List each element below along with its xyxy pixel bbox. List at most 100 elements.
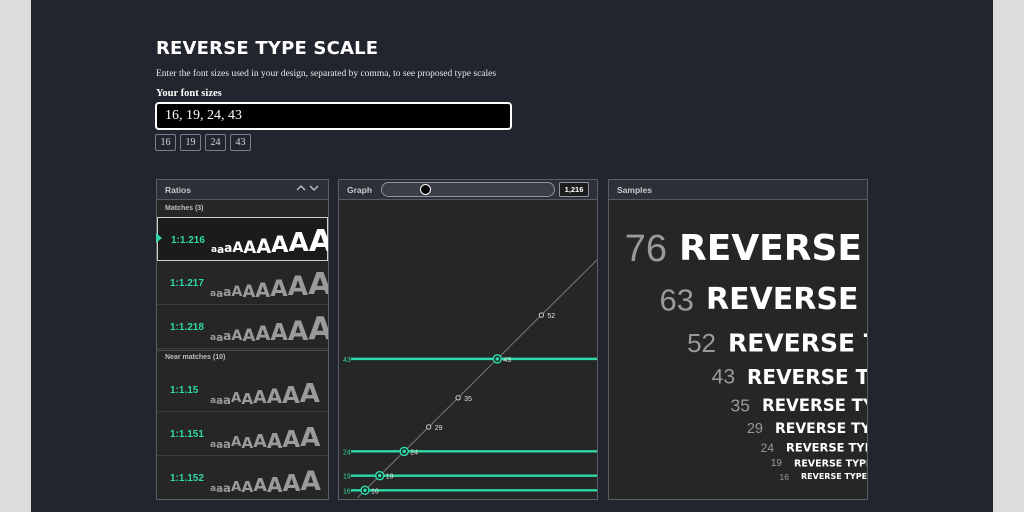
app-window: REVERSE TYPE SCALE Enter the font sizes … <box>31 0 993 512</box>
sample-glyph: A <box>282 382 300 409</box>
sample-glyph: A <box>255 322 271 346</box>
sample-size-label: 29 <box>746 420 763 437</box>
graph-point[interactable] <box>538 312 545 318</box>
sample-size-label: 43 <box>711 365 735 389</box>
sample-glyph: A <box>255 278 271 302</box>
sample-text: REVERSE TYPE SCALE <box>762 395 867 415</box>
sample-glyph: A <box>266 384 283 409</box>
sample-glyph: a <box>210 483 217 494</box>
chevron-up-icon[interactable] <box>296 183 306 193</box>
sample-row: 76 REVERSE TYPE SCALE <box>609 230 867 268</box>
ratio-value: 1:1.218 <box>170 322 204 333</box>
sample-text: REVERSE TYPE SCALE <box>786 440 867 455</box>
graph-point-core <box>363 488 367 493</box>
sample-glyph: A <box>287 315 309 347</box>
sample-glyph: A <box>230 435 242 451</box>
match-line-label: 24 <box>343 449 351 456</box>
sample-text: REVERSE TYPE SCALE <box>801 472 868 481</box>
sample-glyph: A <box>282 426 301 453</box>
ratio-value: 1:1.15 <box>170 385 199 396</box>
sample-glyph: a <box>223 329 232 344</box>
sample-glyph: A <box>253 431 267 452</box>
graph-point-label: 35 <box>464 396 472 403</box>
sample-row: 29 REVERSE TYPE SCALE <box>609 422 867 436</box>
sample-row: 52 REVERSE TYPE SCALE <box>609 330 867 356</box>
graph-panel-header: Graph 1,216 <box>339 180 597 200</box>
sample-glyph: A <box>266 428 283 453</box>
sample-glyph: a <box>210 395 217 406</box>
ratio-slider[interactable] <box>381 182 555 197</box>
sample-glyph: A <box>266 472 283 497</box>
sample-glyph: A <box>231 327 243 344</box>
near-matches-label: Near matches (10) <box>165 354 226 361</box>
ratio-slider-thumb[interactable] <box>420 184 432 195</box>
sample-glyph: a <box>211 244 218 255</box>
sample-text: REVERSE TYPE SCALE <box>747 365 868 389</box>
scale-graph: 16 16 19 19 24 24 29 35 43 43 52 <box>343 259 597 498</box>
font-size-chip[interactable]: 19 <box>180 134 201 151</box>
page-title: REVERSE TYPE SCALE <box>156 38 379 59</box>
sample-row: 63 REVERSE TYPE SCALE <box>609 285 867 316</box>
graph-point-core <box>377 473 382 478</box>
font-size-chip[interactable]: 24 <box>205 134 226 151</box>
sample-glyph: A <box>300 466 321 497</box>
sample-glyph: a <box>216 482 224 495</box>
ratio-value: 1:1.217 <box>170 278 204 289</box>
graph-panel: Graph 1,216 16 16 19 19 24 24 29 35 43 43 52 <box>338 179 598 500</box>
sample-glyph: a <box>210 439 217 450</box>
font-sizes-input[interactable] <box>155 102 512 130</box>
sample-size-label: 52 <box>687 328 716 358</box>
graph-point-label: 16 <box>371 488 379 495</box>
sample-row: 35 REVERSE TYPE SCALE <box>609 397 867 414</box>
ratio-value: 1:1.151 <box>170 429 204 440</box>
sample-text: REVERSE TYPE SCALE <box>679 228 867 269</box>
graph-point-label: 52 <box>547 313 555 320</box>
sample-glyph: A <box>299 379 320 410</box>
ratios-panel-title: Ratios <box>165 185 191 195</box>
graph-point[interactable] <box>455 395 461 401</box>
chevron-down-icon[interactable] <box>309 183 319 193</box>
graph-point-label: 29 <box>435 425 443 432</box>
sample-glyph: A <box>288 228 309 259</box>
font-size-chip[interactable]: 43 <box>230 134 251 151</box>
selected-ratio-marker <box>156 233 162 243</box>
sample-glyph: A <box>241 389 254 408</box>
sample-text: REVERSE TYPE SCALE <box>728 328 867 358</box>
sample-glyph: A <box>230 391 242 407</box>
page-subtitle: Enter the font sizes used in your design… <box>156 69 497 79</box>
sample-size-label: 63 <box>659 282 694 318</box>
sample-glyph: A <box>309 226 328 257</box>
font-size-chip[interactable]: 16 <box>155 134 176 151</box>
ratio-value-field[interactable]: 1,216 <box>559 182 589 197</box>
sample-glyph: a <box>217 243 225 256</box>
sample-glyph: a <box>223 436 231 451</box>
sample-size-label: 16 <box>779 471 789 482</box>
graph-point[interactable] <box>426 424 432 430</box>
sample-glyph: a <box>216 287 224 300</box>
matches-label: Matches (3) <box>165 205 204 212</box>
ratio-value: 1:1.216 <box>171 235 205 246</box>
sample-glyph: A <box>270 319 288 346</box>
sample-glyph: A <box>241 477 254 496</box>
graph-point-label: 24 <box>410 449 418 456</box>
graph-panel-title: Graph <box>347 185 373 195</box>
sample-glyph: A <box>230 479 242 496</box>
graph-point-core <box>402 449 406 454</box>
sample-glyph: A <box>256 234 272 258</box>
samples-panel-header: Samples <box>609 180 867 200</box>
samples-panel-title: Samples <box>617 185 652 195</box>
sample-row: 43 REVERSE TYPE SCALE <box>609 367 867 388</box>
sample-glyph: A <box>300 423 321 454</box>
sample-glyph: A <box>308 270 328 300</box>
samples-panel: Samples 76 REVERSE TYPE SCALE 63 REVERSE TY… <box>608 179 868 500</box>
